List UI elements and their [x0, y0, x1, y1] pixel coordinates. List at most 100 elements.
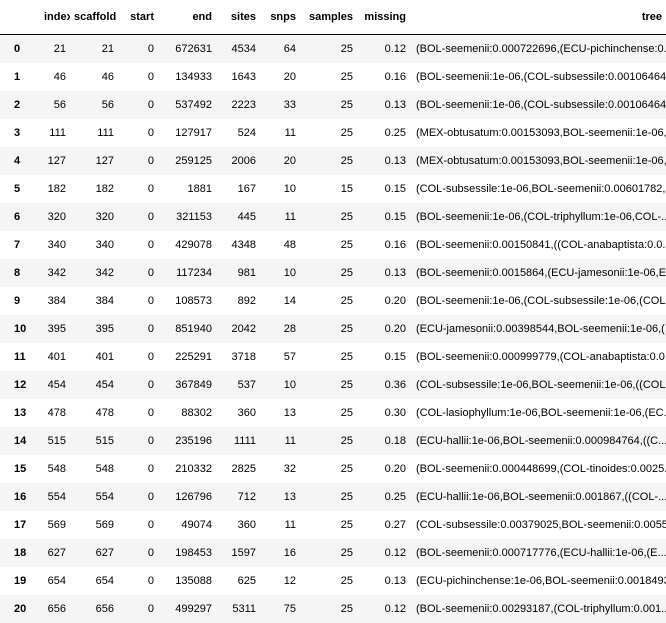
cell-samples: 25 — [340, 435, 353, 447]
cell-start: 0 — [147, 43, 154, 55]
cell-scaffold: 340 — [95, 239, 114, 251]
table-row: 13 478 478 0 88302 360 13 25 0.30 (COL-lasiophyll… — [0, 399, 666, 427]
cell-missing: 0.13 — [384, 575, 406, 587]
cell-scaffold: 454 — [95, 379, 114, 391]
cell-samples: 25 — [340, 295, 353, 307]
cell-tree: (BOL-seemenii:1e-06,(COL-subsessile:1e-0… — [416, 295, 666, 307]
cell-tree: (COL-subsessile:0.00379025,BOL-seemenii:… — [416, 519, 666, 531]
cell-index: 515 — [47, 435, 66, 447]
cell-tree: (COL-subsessile:1e-06,BOL-seemenii:1e-06… — [416, 379, 666, 391]
cell-end: 134933 — [175, 71, 212, 83]
cell-missing: 0.25 — [384, 491, 406, 503]
cell-scaffold: 554 — [95, 491, 114, 503]
row-index-label: 19 — [14, 575, 27, 587]
cell-samples: 25 — [340, 463, 353, 475]
row-index-label: 1 — [14, 71, 21, 83]
cell-snps: 13 — [283, 491, 296, 503]
cell-tree: (BOL-seemenii:0.000717776,(ECU-hallii:1e… — [416, 547, 666, 559]
cell-tree: (MEX-obtusatum:0.00153093,BOL-seemenii:1… — [416, 155, 666, 167]
cell-samples: 25 — [340, 155, 353, 167]
cell-missing: 0.13 — [384, 155, 406, 167]
cell-index: 395 — [47, 323, 66, 335]
cell-snps: 10 — [283, 267, 296, 279]
cell-samples: 25 — [340, 603, 353, 615]
cell-end: 127917 — [175, 127, 212, 139]
column-header-snps: snps — [260, 0, 300, 35]
cell-samples: 25 — [340, 491, 353, 503]
row-index-label: 9 — [14, 295, 21, 307]
cell-scaffold: 127 — [95, 155, 114, 167]
cell-sites: 167 — [237, 183, 256, 195]
cell-snps: 14 — [283, 295, 296, 307]
cell-scaffold: 515 — [95, 435, 114, 447]
cell-snps: 16 — [283, 547, 296, 559]
cell-end: 259125 — [175, 155, 212, 167]
cell-end: 851940 — [175, 323, 212, 335]
cell-scaffold: 401 — [95, 351, 114, 363]
table-row: 11 401 401 0 225291 3718 57 25 0.15 (BOL-seemenii… — [0, 343, 666, 371]
cell-scaffold: 478 — [95, 407, 114, 419]
cell-sites: 2006 — [231, 155, 256, 167]
cell-start: 0 — [147, 519, 154, 531]
cell-sites: 445 — [237, 211, 256, 223]
row-index-label: 10 — [14, 323, 27, 335]
cell-index: 342 — [47, 267, 66, 279]
cell-sites: 2223 — [231, 99, 256, 111]
column-header-index: index — [40, 0, 70, 35]
cell-missing: 0.20 — [384, 463, 406, 475]
cell-end: 198453 — [175, 547, 212, 559]
cell-tree: (BOL-seemenii:1e-06,(COL-triphyllum:1e-0… — [416, 211, 666, 223]
cell-start: 0 — [147, 295, 154, 307]
row-index-label: 11 — [14, 351, 26, 363]
table-row: 20 656 656 0 499297 5311 75 25 0.12 (BOL-seemenii… — [0, 595, 666, 623]
cell-tree: (BOL-seemenii:0.000722696,(ECU-pichinche… — [416, 43, 666, 55]
cell-index: 320 — [47, 211, 66, 223]
cell-index: 46 — [53, 71, 66, 83]
cell-scaffold: 656 — [95, 603, 114, 615]
column-header-samples: samples — [300, 0, 357, 35]
cell-end: 108573 — [175, 295, 212, 307]
row-index-label: 8 — [14, 267, 21, 279]
cell-missing: 0.15 — [384, 183, 406, 195]
cell-index: 478 — [47, 407, 66, 419]
cell-missing: 0.13 — [384, 99, 406, 111]
cell-snps: 11 — [284, 127, 296, 139]
cell-index: 340 — [47, 239, 66, 251]
cell-samples: 25 — [340, 323, 353, 335]
cell-samples: 25 — [340, 71, 353, 83]
cell-sites: 625 — [237, 575, 256, 587]
row-index-label: 0 — [14, 43, 21, 55]
cell-samples: 25 — [340, 351, 353, 363]
cell-index: 454 — [47, 379, 66, 391]
table-row: 3 111 111 0 127917 524 11 25 0.25 (MEX-obtusatum:… — [0, 119, 666, 147]
cell-scaffold: 569 — [95, 519, 114, 531]
table-row: 14 515 515 0 235196 1111 11 25 0.18 (ECU-hallii:1… — [0, 427, 666, 455]
cell-samples: 25 — [340, 407, 353, 419]
cell-missing: 0.12 — [384, 43, 406, 55]
cell-start: 0 — [147, 183, 154, 195]
cell-tree: (ECU-hallii:1e-06,BOL-seemenii:0.0009847… — [416, 435, 666, 447]
table-row: 10 395 395 0 851940 2042 28 25 0.20 (ECU-jamesoni… — [0, 315, 666, 343]
cell-end: 135088 — [175, 575, 212, 587]
cell-start: 0 — [147, 71, 154, 83]
cell-samples: 25 — [340, 43, 353, 55]
cell-index: 56 — [53, 99, 66, 111]
table-row: 1 46 46 0 134933 1643 20 25 0.16 (BOL-seemenii:1e… — [0, 63, 666, 91]
column-header-end: end — [158, 0, 216, 35]
cell-start: 0 — [147, 575, 154, 587]
cell-sites: 1597 — [231, 547, 256, 559]
table-row: 0 21 21 0 672631 4534 64 25 0.12 (BOL-seemenii:0.… — [0, 34, 666, 63]
cell-scaffold: 627 — [95, 547, 114, 559]
cell-end: 49074 — [181, 519, 212, 531]
cell-start: 0 — [147, 463, 154, 475]
cell-missing: 0.20 — [384, 295, 406, 307]
row-index-label: 4 — [14, 155, 21, 167]
cell-start: 0 — [147, 435, 154, 447]
table-row: 18 627 627 0 198453 1597 16 25 0.12 (BOL-seemenii… — [0, 539, 666, 567]
cell-scaffold: 46 — [101, 71, 114, 83]
table-row: 5 182 182 0 1881 167 10 15 0.15 (COL-subsessile:1… — [0, 175, 666, 203]
cell-start: 0 — [147, 547, 154, 559]
cell-start: 0 — [147, 155, 154, 167]
cell-sites: 1643 — [231, 71, 256, 83]
